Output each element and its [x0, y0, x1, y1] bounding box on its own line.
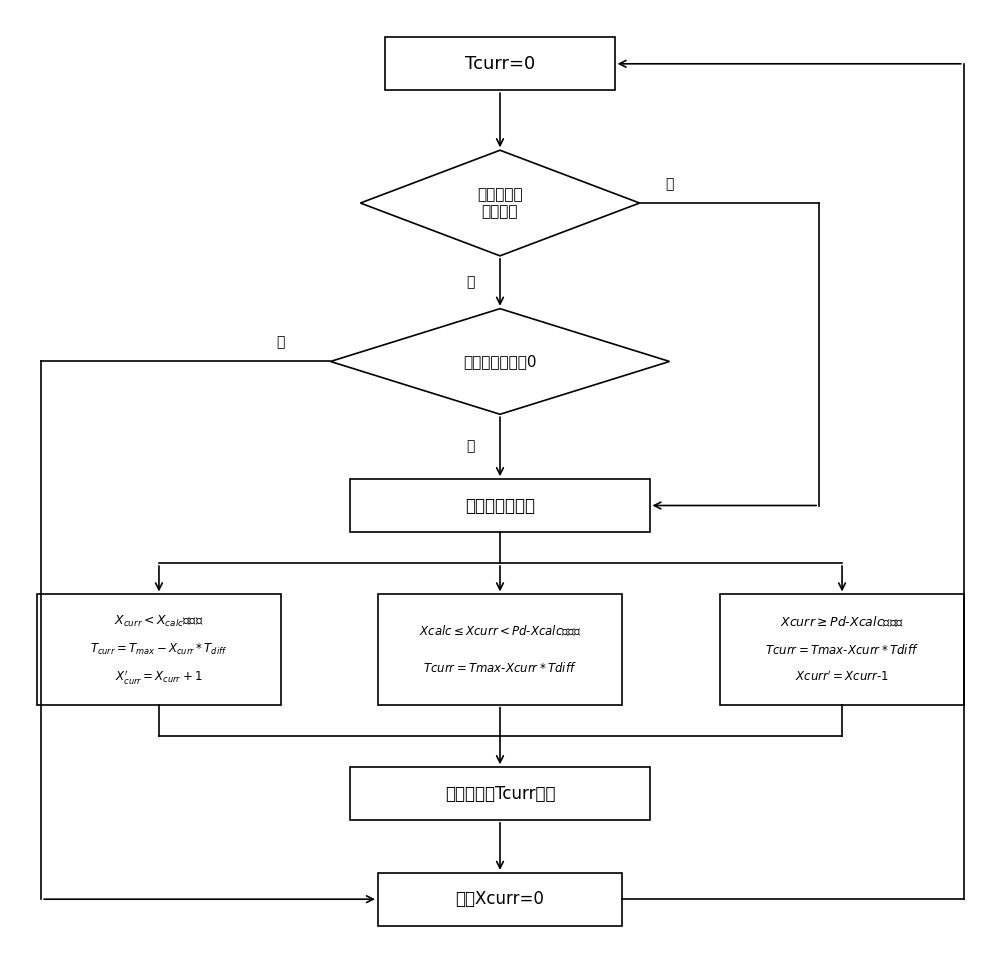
- Text: $T_{curr}=T_{max}-X_{curr}*T_{diff}$: $T_{curr}=T_{max}-X_{curr}*T_{diff}$: [90, 642, 228, 657]
- FancyBboxPatch shape: [385, 38, 615, 91]
- Text: 是: 是: [665, 177, 674, 191]
- FancyBboxPatch shape: [378, 594, 622, 705]
- Text: 计算分段式模型: 计算分段式模型: [465, 497, 535, 514]
- Text: 否: 否: [466, 440, 474, 454]
- Text: 目标刻度值
是否变化: 目标刻度值 是否变化: [477, 187, 523, 220]
- Polygon shape: [330, 309, 670, 414]
- Text: $X_{curr}<X_{calc}$，则：: $X_{curr}<X_{calc}$，则：: [114, 614, 204, 630]
- Text: $Xcurr\geq Pd$-$Xcalc$，则：: $Xcurr\geq Pd$-$Xcalc$，则：: [780, 614, 904, 629]
- Text: $Xcalc\leq Xcurr<Pd$-$Xcalc$，则：: $Xcalc\leq Xcurr<Pd$-$Xcalc$，则：: [419, 624, 581, 638]
- FancyBboxPatch shape: [37, 594, 281, 705]
- Text: 设置定时器Tcurr时间: 设置定时器Tcurr时间: [445, 785, 555, 802]
- Text: 重置Xcurr=0: 重置Xcurr=0: [456, 890, 544, 908]
- FancyBboxPatch shape: [378, 872, 622, 925]
- FancyBboxPatch shape: [350, 480, 650, 532]
- Polygon shape: [360, 150, 640, 256]
- Text: $Tcurr=Tmax$-$Xcurr*Tdiff$: $Tcurr=Tmax$-$Xcurr*Tdiff$: [423, 661, 577, 675]
- Text: $X_{curr}'=X_{curr}+1$: $X_{curr}'=X_{curr}+1$: [115, 668, 203, 687]
- Text: 是: 是: [276, 335, 285, 350]
- Text: $Xcurr'=Xcurr$-$1$: $Xcurr'=Xcurr$-$1$: [795, 670, 889, 685]
- Text: Tcurr=0: Tcurr=0: [465, 55, 535, 73]
- FancyBboxPatch shape: [720, 594, 964, 705]
- Text: 刻度差异是否为0: 刻度差异是否为0: [463, 354, 537, 369]
- FancyBboxPatch shape: [350, 768, 650, 820]
- Text: 否: 否: [466, 275, 474, 289]
- Text: $Tcurr=Tmax$-$Xcurr*Tdiff$: $Tcurr=Tmax$-$Xcurr*Tdiff$: [765, 642, 919, 657]
